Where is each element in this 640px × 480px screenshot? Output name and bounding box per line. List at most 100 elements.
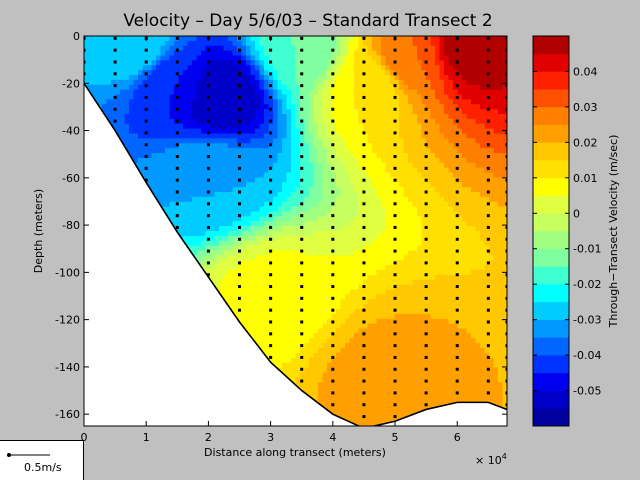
velocity-cell [255, 99, 261, 105]
velocity-cell [354, 45, 360, 52]
velocity-cell [345, 299, 351, 305]
velocity-cell [183, 79, 189, 86]
velocity-cell [151, 133, 157, 139]
velocity-cell [345, 50, 351, 57]
velocity-cell [232, 245, 238, 252]
velocity-cell [196, 182, 202, 188]
velocity-cell [318, 104, 324, 110]
velocity-cell [264, 260, 270, 266]
velocity-cell [250, 240, 256, 247]
velocity-cell [318, 138, 324, 144]
velocity-cell [115, 114, 121, 120]
velocity-cell [318, 226, 324, 232]
velocity-cell [336, 318, 342, 325]
velocity-cell [318, 265, 324, 271]
velocity-cell [277, 231, 283, 237]
velocity-cell [241, 79, 247, 86]
velocity-cell [345, 114, 351, 120]
velocity-cell [124, 109, 130, 115]
velocity-cell [205, 250, 211, 256]
velocity-cell [255, 70, 261, 76]
velocity-cell [264, 231, 270, 237]
velocity-cell [183, 216, 189, 222]
velocity-cell [214, 192, 220, 198]
velocity-cell [363, 138, 369, 144]
velocity-cell [219, 109, 225, 115]
velocity-cell [237, 187, 243, 193]
velocity-cell [219, 148, 225, 154]
velocity-cell [120, 99, 126, 105]
velocity-cell [340, 387, 346, 393]
velocity-cell [322, 104, 328, 110]
velocity-cell [201, 36, 207, 42]
velocity-cell [246, 226, 252, 232]
velocity-cell [223, 250, 229, 256]
velocity-cell [286, 50, 292, 57]
velocity-cell [309, 79, 315, 86]
velocity-cell [309, 313, 315, 320]
velocity-cell [331, 352, 337, 359]
velocity-cell [300, 304, 306, 310]
velocity-cell [313, 128, 319, 135]
velocity-cell [102, 79, 108, 86]
velocity-cell [156, 94, 162, 100]
velocity-cell [291, 260, 297, 266]
velocity-cell [340, 201, 346, 208]
velocity-cell [340, 274, 346, 281]
velocity-cell [178, 172, 184, 178]
velocity-cell [259, 338, 265, 344]
velocity-cell [160, 143, 166, 149]
velocity-cell [300, 231, 306, 237]
velocity-cell [282, 245, 288, 252]
velocity-cell [228, 123, 234, 130]
velocity-cell [345, 94, 351, 100]
velocity-cell [165, 167, 171, 174]
velocity-cell [322, 196, 328, 203]
velocity-cell [169, 50, 175, 57]
velocity-cell [336, 177, 342, 183]
velocity-cell [295, 148, 301, 154]
velocity-cell [282, 299, 288, 305]
velocity-cell [228, 201, 234, 208]
velocity-cell [358, 240, 364, 247]
velocity-cell [336, 211, 342, 217]
velocity-cell [354, 323, 360, 330]
velocity-cell [93, 50, 99, 57]
velocity-cell [232, 211, 238, 217]
velocity-cell [124, 89, 130, 96]
velocity-cell [250, 133, 256, 139]
velocity-cell [241, 55, 247, 61]
velocity-cell [286, 187, 292, 193]
velocity-cell [331, 299, 337, 305]
velocity-cell [345, 382, 351, 388]
velocity-cell [232, 36, 238, 42]
velocity-cell [363, 162, 369, 169]
velocity-cell [264, 40, 270, 47]
velocity-cell [268, 182, 274, 188]
velocity-cell [228, 84, 234, 91]
velocity-cell [277, 167, 283, 174]
velocity-cell [318, 162, 324, 169]
velocity-cell [147, 104, 153, 110]
velocity-cell [286, 274, 292, 281]
velocity-cell [345, 274, 351, 281]
velocity-cell [138, 94, 144, 100]
velocity-cell [111, 40, 117, 47]
velocity-cell [295, 367, 301, 373]
velocity-cell [214, 84, 220, 91]
velocity-cell [354, 284, 360, 291]
velocity-cell [340, 411, 346, 417]
velocity-cell [282, 167, 288, 174]
velocity-cell [210, 201, 216, 208]
velocity-cell [331, 128, 337, 135]
velocity-cell [295, 182, 301, 188]
velocity-cell [336, 250, 342, 256]
velocity-cell [327, 260, 333, 266]
velocity-cell [120, 128, 126, 135]
velocity-cell [183, 60, 189, 66]
velocity-cell [124, 79, 130, 86]
velocity-cell [286, 270, 292, 276]
velocity-cell [223, 153, 229, 159]
velocity-cell [318, 396, 324, 403]
